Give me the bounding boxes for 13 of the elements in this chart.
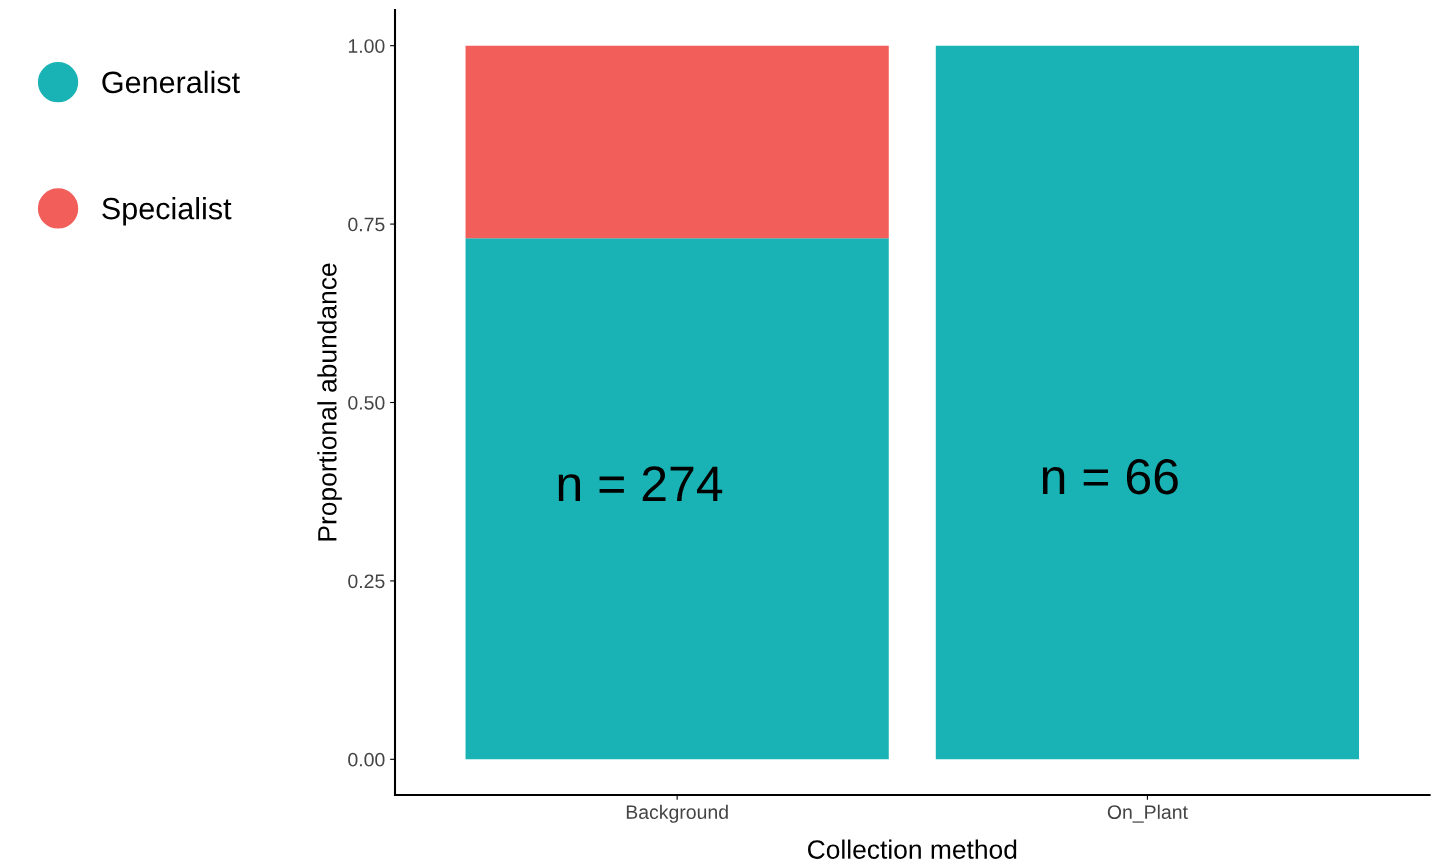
legend-label: Specialist [102,197,232,226]
annotation: n = 66 [1042,459,1178,495]
y-tick-label: 0.00 [348,752,385,767]
y-tick-label: 0.75 [348,217,385,232]
y-axis-title: Proportional abundance [317,263,342,541]
y-tick-label: 0.25 [348,574,385,589]
legend-label: Generalist [102,70,240,94]
annotation: n = 274 [558,466,723,502]
y-tick-label: 0.50 [348,395,385,410]
x-axis-title: Collection method [808,839,1017,859]
x-tick-label: Background [626,804,728,823]
x-tick-label: On_Plant [1107,804,1188,823]
y-tick-label: 1.00 [348,39,385,53]
